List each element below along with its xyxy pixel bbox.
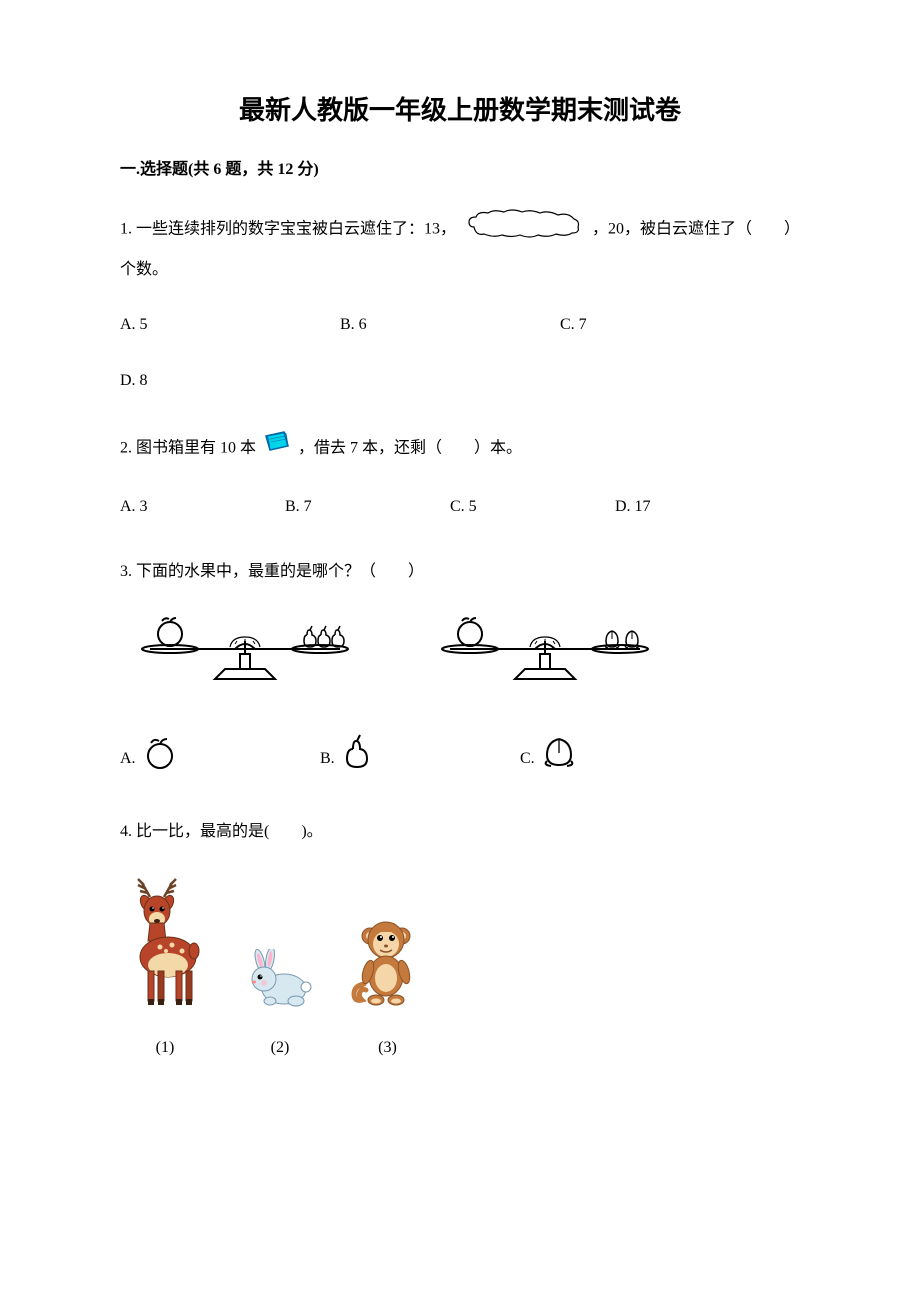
q3-choices: A. B. C.	[120, 733, 800, 784]
q1-text-pre: 1. 一些连续排列的数字宝宝被白云遮住了：13，	[120, 220, 456, 237]
question-2: 2. 图书箱里有 10 本 ，借去 7 本，还剩（ ）本。 A. 3 B. 7 …	[120, 428, 800, 524]
q4-animals: (1)	[120, 869, 800, 1065]
q4-text: 4. 比一比，最高的是( )。	[120, 814, 800, 849]
q2-choice-a: A. 3	[120, 489, 285, 524]
pear-icon	[341, 733, 373, 784]
q2-text-post: ，借去 7 本，还剩（ ）本。	[298, 439, 522, 456]
q3-text: 3. 下面的水果中，最重的是哪个？（ ）	[120, 554, 800, 589]
monkey-icon	[350, 914, 425, 1022]
q3-choice-a: A.	[120, 733, 320, 784]
q3-choice-b: B.	[320, 733, 520, 784]
apple-icon	[142, 734, 178, 783]
q2-text-pre: 2. 图书箱里有 10 本	[120, 439, 256, 456]
q1-choice-b: B. 6	[340, 307, 560, 342]
q1-choice-d: D. 8	[120, 363, 800, 398]
animal-label-2: (2)	[271, 1030, 290, 1065]
deer-icon	[120, 869, 210, 1022]
scale-apple-peaches-icon	[420, 609, 670, 702]
q2-choice-c: C. 5	[450, 489, 615, 524]
q1-choices: A. 5 B. 6 C. 7 D. 8	[120, 307, 800, 397]
question-1: 1. 一些连续排列的数字宝宝被白云遮住了：13， ，20，被白云遮住了（ ）个数…	[120, 207, 800, 398]
page-title: 最新人教版一年级上册数学期末测试卷	[120, 90, 800, 127]
q1-text: 1. 一些连续排列的数字宝宝被白云遮住了：13， ，20，被白云遮住了（ ）个数…	[120, 207, 800, 287]
q3-choice-b-label: B.	[320, 741, 335, 776]
q3-choice-a-label: A.	[120, 741, 136, 776]
q1-choice-a: A. 5	[120, 307, 340, 342]
rabbit-icon	[240, 949, 320, 1022]
question-4: 4. 比一比，最高的是( )。	[120, 814, 800, 1066]
q3-choice-c: C.	[520, 733, 720, 784]
animal-monkey: (3)	[350, 914, 425, 1065]
question-3: 3. 下面的水果中，最重的是哪个？（ ）	[120, 554, 800, 784]
animal-deer: (1)	[120, 869, 210, 1065]
animal-label-3: (3)	[378, 1030, 397, 1065]
peach-icon	[541, 735, 577, 782]
q2-text: 2. 图书箱里有 10 本 ，借去 7 本，还剩（ ）本。	[120, 428, 800, 469]
book-icon	[262, 428, 292, 469]
q2-choices: A. 3 B. 7 C. 5 D. 17	[120, 489, 800, 524]
scale-apple-pears-icon	[120, 609, 370, 702]
q3-scales	[120, 609, 800, 702]
section-header: 一.选择题(共 6 题，共 12 分)	[120, 155, 800, 179]
animal-label-1: (1)	[156, 1030, 175, 1065]
q2-choice-d: D. 17	[615, 489, 780, 524]
q2-choice-b: B. 7	[285, 489, 450, 524]
cloud-icon	[464, 207, 584, 252]
animal-rabbit: (2)	[240, 949, 320, 1065]
q1-choice-c: C. 7	[560, 307, 780, 342]
q3-choice-c-label: C.	[520, 741, 535, 776]
